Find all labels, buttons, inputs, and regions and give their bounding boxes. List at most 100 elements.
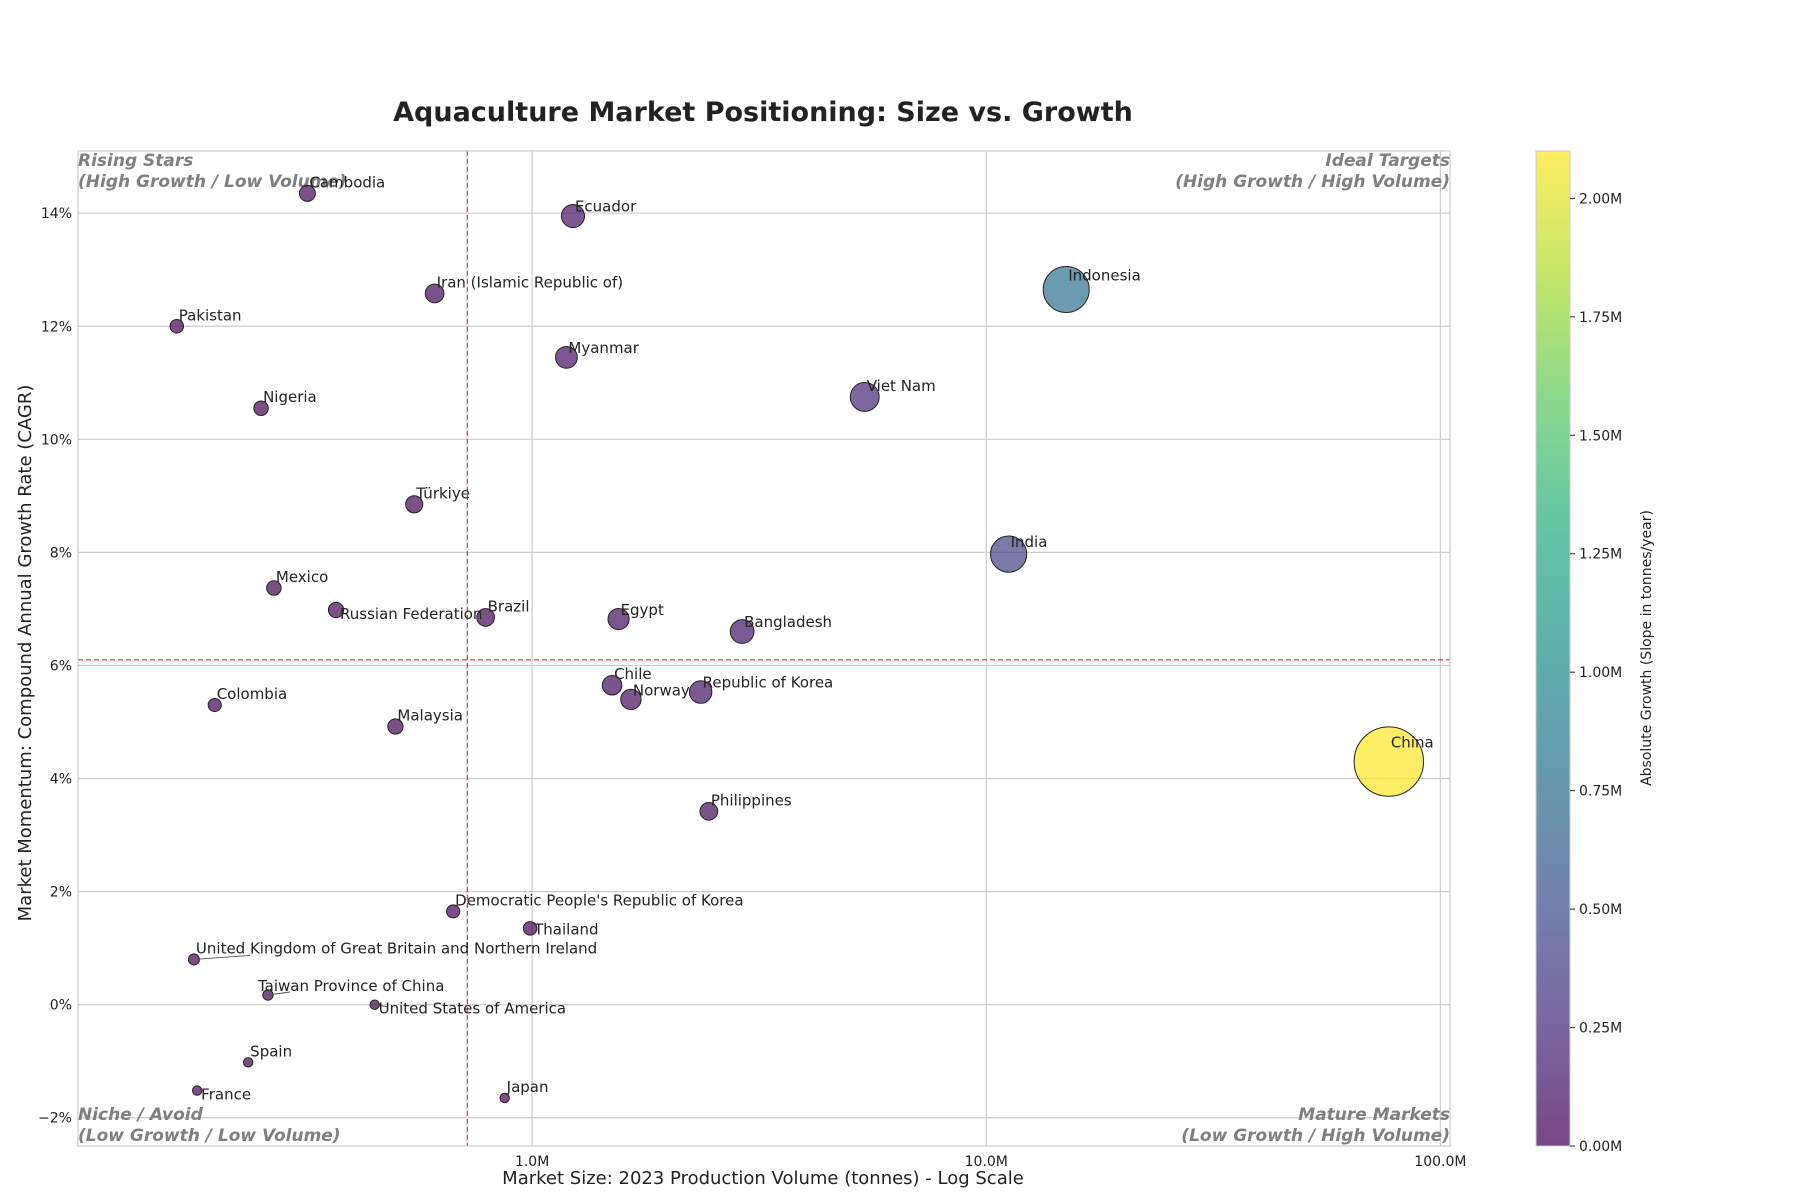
quadrant-title: Ideal Targets	[1325, 151, 1450, 171]
x-tick-label: 1.0M	[515, 1154, 549, 1170]
point-label: Myanmar	[568, 339, 639, 357]
colorbar-tick-label: 0.25M	[1579, 1021, 1622, 1037]
colorbar-tick-label: 1.25M	[1579, 547, 1622, 563]
colorbar-tick-label: 0.00M	[1579, 1139, 1622, 1155]
data-point	[688, 680, 713, 704]
quadrant-subtitle: (Low Growth / Low Volume)	[78, 1126, 341, 1146]
data-point	[1042, 266, 1090, 313]
point-label: Nigeria	[263, 388, 317, 406]
data-points	[169, 184, 1425, 1104]
data-point	[555, 345, 578, 369]
point-label: Chile	[614, 665, 652, 683]
data-point	[191, 1085, 203, 1096]
point-label: Mexico	[276, 568, 328, 586]
data-point	[242, 1057, 254, 1068]
point-label: Colombia	[217, 685, 288, 703]
point-label: Egypt	[621, 601, 664, 619]
y-tick-label: 8%	[50, 545, 72, 561]
point-label: United States of America	[379, 1000, 566, 1018]
data-point	[327, 601, 345, 619]
point-label: Bangladesh	[744, 613, 832, 631]
point-label: Pakistan	[179, 306, 242, 324]
data-point	[169, 318, 185, 334]
colorbar-tick-label: 1.50M	[1579, 428, 1622, 444]
grid	[78, 151, 1450, 1146]
point-label: United Kingdom of Great Britain and Nort…	[196, 939, 597, 957]
data-point	[699, 801, 719, 821]
label-leader-line	[374, 1004, 387, 1008]
colorbar: 0.00M 0.25M 0.50M 0.75M 1.00M 1.25M 1.50M 1.75M…	[1535, 150, 1655, 1155]
data-point	[446, 904, 461, 919]
point-label: Norway	[633, 681, 690, 699]
point-label: Taiwan Province of China	[257, 977, 444, 995]
data-point	[1353, 726, 1425, 797]
data-point	[560, 203, 586, 229]
data-point	[298, 184, 316, 202]
data-point	[607, 608, 630, 631]
label-leader-line	[267, 991, 291, 996]
quadrant-title: Niche / Avoid	[78, 1105, 204, 1125]
point-label: India	[1011, 533, 1048, 551]
quadrant-subtitle: (Low Growth / High Volume)	[1181, 1126, 1450, 1146]
quadrant-title: Rising Stars	[78, 151, 193, 171]
data-point	[253, 400, 269, 416]
data-point	[729, 619, 755, 644]
point-label: Republic of Korea	[703, 674, 834, 692]
y-tick-label: 0%	[50, 998, 72, 1014]
data-point	[266, 580, 282, 596]
quadrant-subtitle: (High Growth / High Volume)	[1175, 172, 1450, 192]
colorbar-ticks: 0.00M 0.25M 0.50M 0.75M 1.00M 1.25M 1.50M 1.75M…	[1570, 191, 1622, 1155]
y-tick-label: 14%	[41, 206, 72, 222]
reference-lines	[78, 151, 1450, 1146]
y-tick-label: 2%	[50, 885, 72, 901]
point-label: Malaysia	[397, 707, 463, 725]
colorbar-label: Absolute Growth (Slope in tonnes/year)	[1639, 510, 1655, 786]
data-point	[405, 495, 424, 514]
data-point	[207, 697, 222, 713]
data-point	[849, 382, 880, 412]
colorbar-tick-label: 2.00M	[1579, 191, 1622, 207]
x-tick-label: 100.0M	[1414, 1154, 1466, 1170]
point-label: Viet Nam	[867, 377, 936, 395]
point-label: Iran (Islamic Republic of)	[437, 273, 624, 291]
data-point	[620, 688, 642, 711]
colorbar-tick-label: 0.75M	[1579, 784, 1622, 800]
data-point	[601, 674, 623, 696]
point-label: Ecuador	[575, 197, 637, 215]
y-tick-label: −2%	[38, 1111, 72, 1127]
y-tick-label: 6%	[50, 658, 72, 674]
x-axis-label: Market Size: 2023 Production Volume (ton…	[502, 1168, 1024, 1189]
point-label: China	[1391, 734, 1434, 752]
point-label: Japan	[506, 1078, 549, 1096]
quadrant-labels: Rising Stars(High Growth / Low Volume) Id…	[78, 151, 1450, 1146]
colorbar-gradient	[1535, 150, 1571, 1147]
point-label: Cambodia	[309, 173, 385, 191]
data-point	[424, 283, 445, 304]
colorbar-tick-label: 1.00M	[1579, 665, 1622, 681]
point-label: Türkiye	[415, 484, 470, 502]
point-label: Philippines	[711, 791, 792, 809]
label-leader-line	[193, 954, 250, 960]
colorbar-tick-label: 0.50M	[1579, 902, 1622, 918]
plot-frame	[77, 150, 1451, 1147]
axes: −2% 0% 2% 4% 6% 8% 10% 12% 14% 1.0M 10.0M 100.0M	[38, 150, 1466, 1170]
point-label: Indonesia	[1068, 266, 1141, 284]
chart-title: Aquaculture Market Positioning: Size vs.…	[393, 97, 1133, 128]
y-axis-label: Market Momentum: Compound Annual Growth …	[15, 385, 36, 922]
data-point	[499, 1092, 510, 1104]
quadrant-subtitle: (High Growth / Low Volume)	[78, 172, 347, 192]
point-label: Democratic People's Republic of Korea	[455, 891, 743, 909]
data-point	[387, 718, 404, 735]
point-label: Spain	[250, 1042, 292, 1060]
y-tick-label: 10%	[41, 432, 72, 448]
x-tick-label: 10.0M	[965, 1154, 1008, 1170]
data-point	[989, 535, 1028, 573]
quadrant-title: Mature Markets	[1298, 1105, 1450, 1125]
point-label: Thailand	[533, 920, 598, 938]
colorbar-tick-label: 1.75M	[1579, 310, 1622, 326]
y-tick-label: 4%	[50, 772, 72, 788]
data-point	[476, 608, 495, 627]
point-label: Russian Federation	[340, 605, 482, 623]
